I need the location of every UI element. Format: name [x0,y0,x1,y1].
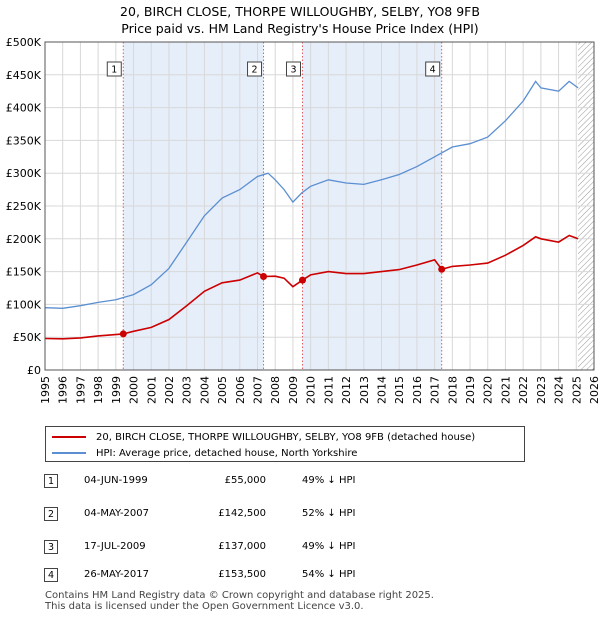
legend-swatch-property [52,436,86,438]
x-tick-label: 2018 [446,376,459,404]
x-tick-label: 2025 [570,376,583,404]
x-tick-label: 2016 [411,376,424,404]
sale-date: 17-JUL-2009 [84,541,146,552]
sale-price: £55,000 [224,475,266,486]
x-tick-label: 2012 [340,376,353,404]
plot-frame [44,41,595,371]
footer: Contains HM Land Registry data © Crown c… [45,590,434,612]
sale-label-number: 3 [290,65,296,76]
x-tick-label: 2020 [482,376,495,404]
x-tick-label: 2001 [145,376,158,404]
x-tick-label: 2019 [464,376,477,404]
sale-number-badge: 4 [44,568,58,582]
sale-label-number: 4 [430,65,436,76]
sale-price: £153,500 [218,569,266,580]
x-tick-label: 1998 [92,376,105,404]
legend-swatch-hpi [52,452,86,454]
sale-point [298,276,306,284]
x-tick-label: 2002 [163,376,176,404]
sale-label-box: 2 [247,61,263,77]
x-tick-label: 2004 [198,376,211,404]
sale-row: 4 26-MAY-2017 £153,500 54% ↓ HPI [40,566,560,586]
legend: 20, BIRCH CLOSE, THORPE WILLOUGHBY, SELB… [45,426,525,462]
sale-label-number: 2 [252,65,258,76]
sale-hpi-diff: 49% ↓ HPI [302,541,356,552]
x-tick-label: 2005 [216,376,229,404]
sale-label-frame [425,61,441,77]
x-tick-label: 2010 [305,376,318,404]
y-tick-label: £400K [6,102,42,115]
y-tick-label: £0 [27,364,41,377]
y-tick-label: £250K [6,200,42,213]
sale-label-box: 4 [425,61,441,77]
x-tick-label: 2006 [234,376,247,404]
title-line-2: Price paid vs. HM Land Registry's House … [121,21,479,36]
legend-item-property: 20, BIRCH CLOSE, THORPE WILLOUGHBY, SELB… [52,429,475,445]
x-tick-label: 2011 [322,376,335,404]
x-tick-label: 2026 [588,376,600,404]
x-tick-label: 1997 [74,376,87,404]
y-tick-label: £200K [6,233,42,246]
sale-hpi-diff: 54% ↓ HPI [302,569,356,580]
sale-point [119,330,127,338]
sale-number-badge: 3 [44,540,58,554]
sale-point [438,265,446,273]
sale-row: 2 04-MAY-2007 £142,500 52% ↓ HPI [40,505,560,525]
x-tick-label: 2023 [535,376,548,404]
sale-label-frame [247,61,263,77]
sale-hpi-diff: 49% ↓ HPI [302,475,356,486]
x-tick-label: 2014 [375,376,388,404]
y-tick-label: £100K [6,298,42,311]
x-tick-label: 2015 [393,376,406,404]
footer-licence: This data is licensed under the Open Gov… [45,601,364,612]
sale-date: 26-MAY-2017 [84,569,150,580]
x-tick-label: 1999 [110,376,123,404]
sale-row: 1 04-JUN-1999 £55,000 49% ↓ HPI [40,472,560,492]
chart-title: 20, BIRCH CLOSE, THORPE WILLOUGHBY, SELB… [0,3,600,37]
x-tick-label: 2021 [499,376,512,404]
sale-price: £137,000 [218,541,266,552]
x-tick-label: 2003 [181,376,194,404]
sale-hpi-diff: 52% ↓ HPI [302,508,356,519]
sale-date: 04-MAY-2007 [84,508,150,519]
y-tick-label: £500K [6,36,42,49]
x-tick-label: 2009 [287,376,300,404]
legend-label-property: 20, BIRCH CLOSE, THORPE WILLOUGHBY, SELB… [96,431,476,443]
sale-label-box: 1 [106,61,122,77]
sale-label-frame [285,61,301,77]
y-tick-label: £150K [6,266,42,279]
series-line-hpi [45,80,579,309]
x-tick-label: 1996 [57,376,70,404]
x-tick-label: 2007 [252,376,265,404]
x-tick-label: 2008 [269,376,282,404]
x-tick-label: 2024 [553,376,566,404]
legend-item-hpi: HPI: Average price, detached house, Nort… [52,445,357,461]
legend-label-hpi: HPI: Average price, detached house, Nort… [96,447,358,459]
x-tick-label: 2013 [358,376,371,404]
sale-date: 04-JUN-1999 [84,475,148,486]
y-tick-label: £350K [6,134,42,147]
y-tick-label: £50K [13,331,42,344]
footer-copyright: Contains HM Land Registry data © Crown c… [45,590,434,601]
x-tick-label: 2000 [128,376,141,404]
y-tick-label: £450K [6,69,42,82]
y-tick-label: £300K [6,167,42,180]
sale-price: £142,500 [218,508,266,519]
x-tick-label: 2017 [429,376,442,404]
title-line-1: 20, BIRCH CLOSE, THORPE WILLOUGHBY, SELB… [120,4,480,19]
sale-number-badge: 1 [44,474,58,488]
price-chart: 1 2 3 4 £0 £50K £100K £150K £200K £250K £300K £350K… [6,36,600,404]
x-tick-label: 2022 [517,376,530,404]
sale-number-badge: 2 [44,507,58,521]
sale-label-number: 1 [111,65,117,76]
x-tick-label: 1995 [39,376,52,404]
sale-point [260,273,268,281]
sale-label-box: 3 [285,61,301,77]
sale-label-frame [106,61,122,77]
sale-row: 3 17-JUL-2009 £137,000 49% ↓ HPI [40,538,560,558]
series-line-property [45,234,579,340]
